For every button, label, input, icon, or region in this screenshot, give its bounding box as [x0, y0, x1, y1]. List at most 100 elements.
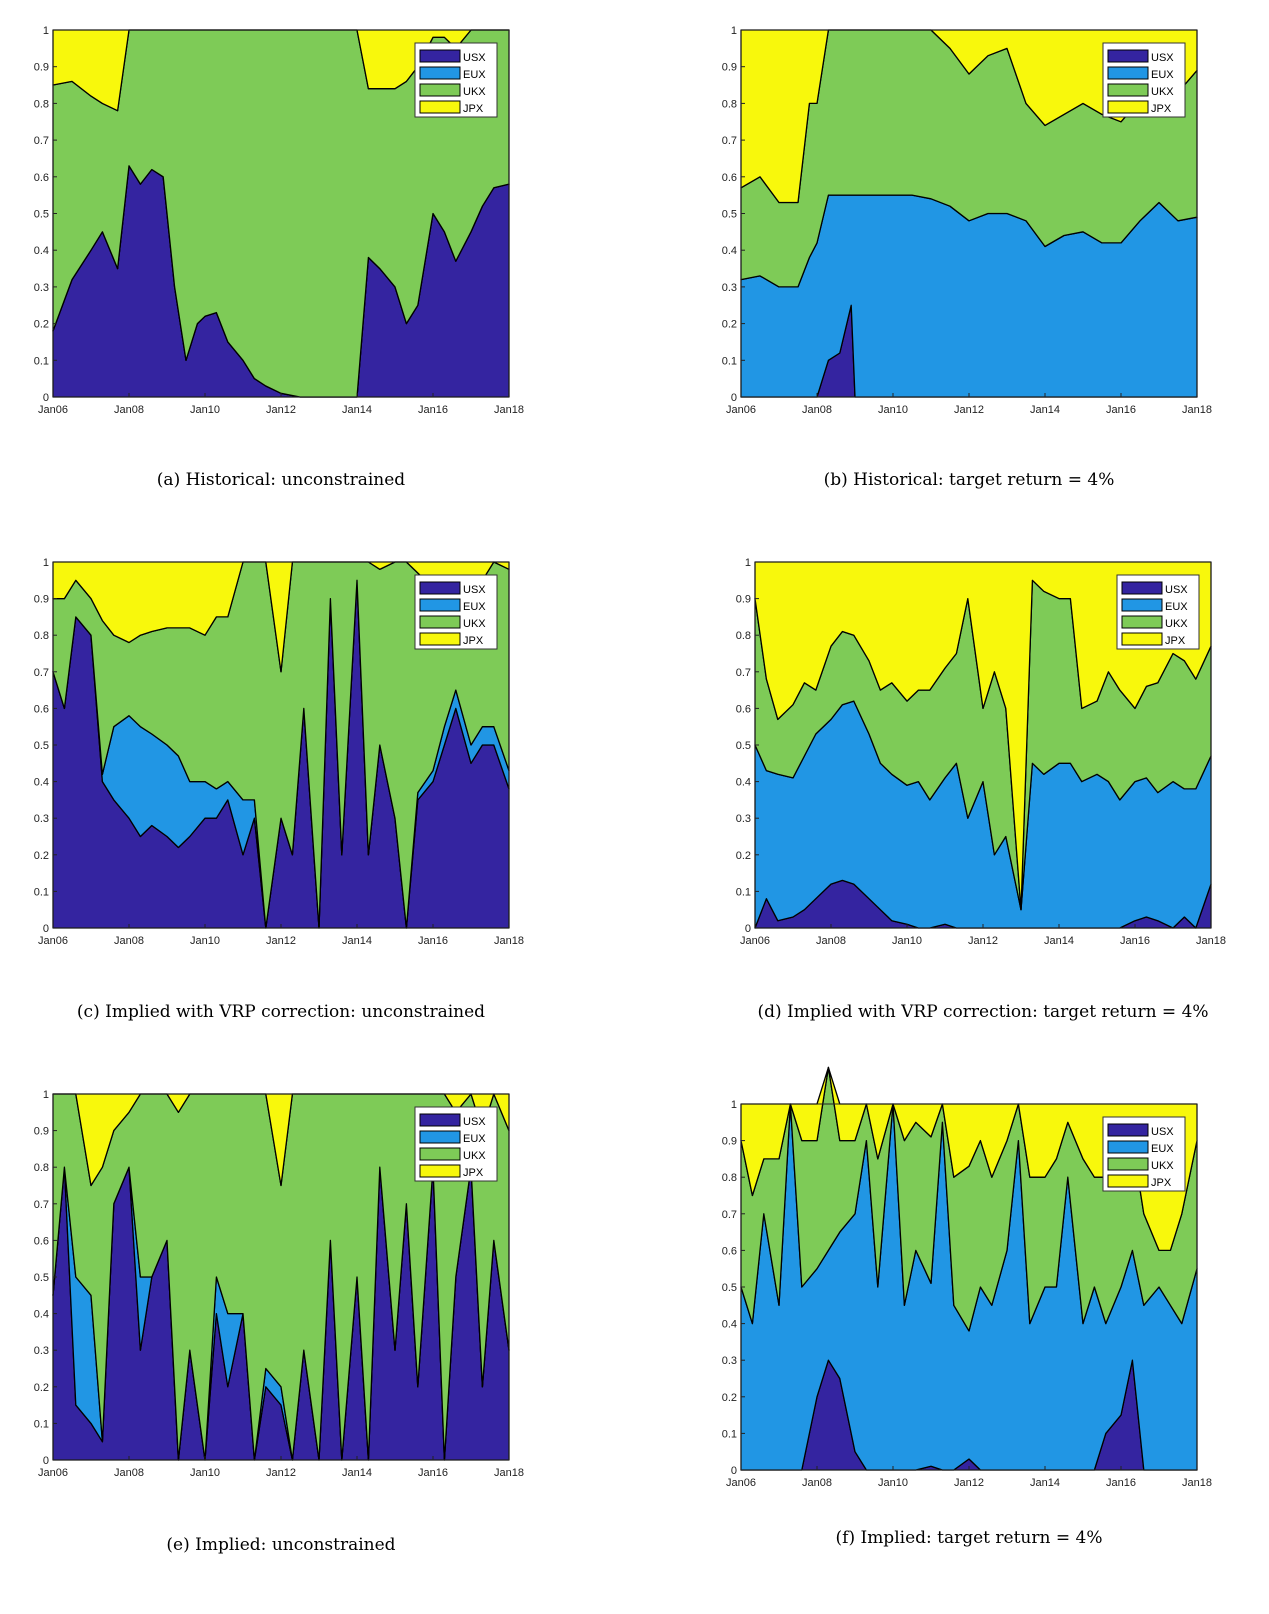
y-tick-label: 0 — [43, 923, 49, 935]
y-tick-label: 0.3 — [34, 1345, 49, 1357]
legend-swatch-ukx — [419, 1147, 461, 1161]
y-tick-label: 0.1 — [34, 355, 49, 367]
y-tick-label: 0.4 — [722, 1319, 737, 1331]
x-tick-label: Jan08 — [114, 1467, 144, 1479]
legend-swatch-eux — [1121, 598, 1163, 612]
y-tick-label: 0.2 — [736, 850, 751, 862]
y-tick-label: 0.1 — [722, 355, 737, 367]
caption-b: (b) Historical: target return = 4% — [824, 470, 1115, 490]
y-tick-label: 0.9 — [736, 594, 751, 606]
y-tick-label: 1 — [731, 1099, 737, 1111]
legend-swatch-ukx — [419, 615, 461, 629]
y-tick-label: 1 — [43, 25, 49, 37]
legend-label-usx: USX — [1151, 1126, 1174, 1138]
x-tick-label: Jan12 — [954, 404, 984, 416]
x-tick-label: Jan12 — [266, 1467, 296, 1479]
legend-swatch-usx — [419, 581, 461, 595]
y-tick-label: 0.9 — [722, 62, 737, 74]
y-tick-label: 0.5 — [34, 1272, 49, 1284]
y-tick-label: 1 — [731, 25, 737, 37]
y-tick-label: 0.2 — [722, 1392, 737, 1404]
legend-label-usx: USX — [463, 52, 486, 64]
y-tick-label: 0.6 — [736, 703, 751, 715]
y-tick-label: 0.1 — [34, 1418, 49, 1430]
y-tick-label: 0.5 — [34, 740, 49, 752]
y-tick-label: 0.4 — [34, 245, 49, 257]
caption-d: (d) Implied with VRP correction: target … — [757, 1002, 1208, 1022]
y-tick-label: 0.4 — [736, 777, 751, 789]
chart-e: 0 0.1 0.2 0.3 0.4 0.5 0.6 0.7 0.8 0.9 1 Jan06 Jan08 J… — [34, 1089, 524, 1555]
legend: USX EUX UKX JPX — [414, 42, 498, 118]
caption-e: (e) Implied: unconstrained — [166, 1535, 395, 1555]
legend-label-jpx: JPX — [1151, 103, 1172, 115]
y-tick-label: 0 — [745, 923, 751, 935]
legend-label-eux: EUX — [463, 1133, 486, 1145]
legend-swatch-ukx — [1107, 83, 1149, 97]
y-tick-label: 0.5 — [34, 209, 49, 221]
x-tick-label: Jan18 — [1182, 404, 1212, 416]
x-tick-label: Jan16 — [418, 404, 448, 416]
y-tick-label: 0.5 — [722, 1282, 737, 1294]
y-tick-label: 0.4 — [722, 245, 737, 257]
legend-swatch-jpx — [419, 1164, 461, 1178]
y-tick-label: 0.4 — [34, 1309, 49, 1321]
y-tick-label: 0.8 — [722, 1172, 737, 1184]
x-tick-label: Jan12 — [968, 935, 998, 947]
y-tick-label: 0.8 — [34, 630, 49, 642]
y-tick-label: 0 — [43, 1455, 49, 1467]
legend-swatch-jpx — [1107, 1174, 1149, 1188]
y-tick-label: 0.7 — [34, 667, 49, 679]
legend-label-ukx: UKX — [463, 618, 486, 630]
y-tick-label: 0 — [43, 392, 49, 404]
y-tick-label: 0.2 — [34, 319, 49, 331]
legend-swatch-ukx — [419, 83, 461, 97]
y-tick-label: 0.9 — [34, 594, 49, 606]
x-tick-label: Jan16 — [418, 1467, 448, 1479]
caption-c: (c) Implied with VRP correction: unconst… — [77, 1002, 485, 1022]
x-tick-label: Jan16 — [418, 935, 448, 947]
legend-swatch-ukx — [1121, 615, 1163, 629]
y-tick-label: 1 — [43, 557, 49, 569]
legend-swatch-jpx — [419, 632, 461, 646]
x-tick-label: Jan18 — [1182, 1477, 1212, 1489]
x-tick-label: Jan14 — [342, 404, 372, 416]
legend-label-usx: USX — [1151, 52, 1174, 64]
legend-label-eux: EUX — [1165, 601, 1188, 613]
x-tick-label: Jan08 — [114, 935, 144, 947]
y-tick-label: 1 — [745, 557, 751, 569]
x-tick-label: Jan16 — [1106, 404, 1136, 416]
chart-b: 0 0.1 0.2 0.3 0.4 0.5 0.6 0.7 0.8 0.9 1 Jan06 Jan08 J… — [722, 25, 1212, 490]
legend-label-jpx: JPX — [463, 1167, 484, 1179]
x-tick-label: Jan08 — [816, 935, 846, 947]
chart-c: 0 0.1 0.2 0.3 0.4 0.5 0.6 0.7 0.8 0.9 1 Jan06 Jan08 J… — [34, 557, 524, 1022]
x-tick-label: Jan06 — [726, 404, 756, 416]
legend-label-jpx: JPX — [463, 103, 484, 115]
legend-swatch-ukx — [1107, 1157, 1149, 1171]
legend-label-eux: EUX — [1151, 1143, 1174, 1155]
legend-label-eux: EUX — [463, 69, 486, 81]
chart-d: 0 0.1 0.2 0.3 0.4 0.5 0.6 0.7 0.8 0.9 1 Jan06 Jan08 J… — [736, 557, 1226, 1022]
x-tick-label: Jan10 — [878, 404, 908, 416]
x-tick-label: Jan16 — [1106, 1477, 1136, 1489]
x-tick-label: Jan06 — [726, 1477, 756, 1489]
legend-swatch-eux — [419, 598, 461, 612]
y-tick-label: 0.2 — [34, 850, 49, 862]
legend: USX EUX UKX JPX — [1116, 574, 1200, 650]
legend-label-usx: USX — [463, 584, 486, 596]
legend-label-ukx: UKX — [463, 1150, 486, 1162]
y-tick-label: 0.5 — [722, 209, 737, 221]
y-tick-label: 0.7 — [736, 667, 751, 679]
y-tick-label: 0.6 — [34, 703, 49, 715]
caption-f: (f) Implied: target return = 4% — [836, 1528, 1103, 1548]
legend-label-eux: EUX — [463, 601, 486, 613]
y-tick-label: 0.1 — [34, 886, 49, 898]
y-tick-label: 0.3 — [722, 1355, 737, 1367]
x-tick-label: Jan10 — [190, 404, 220, 416]
y-tick-label: 0.6 — [34, 1235, 49, 1247]
x-tick-label: Jan12 — [266, 935, 296, 947]
y-tick-label: 0 — [731, 1465, 737, 1477]
y-tick-label: 0.8 — [736, 630, 751, 642]
legend-swatch-usx — [1121, 581, 1163, 595]
y-tick-label: 0.8 — [34, 98, 49, 110]
